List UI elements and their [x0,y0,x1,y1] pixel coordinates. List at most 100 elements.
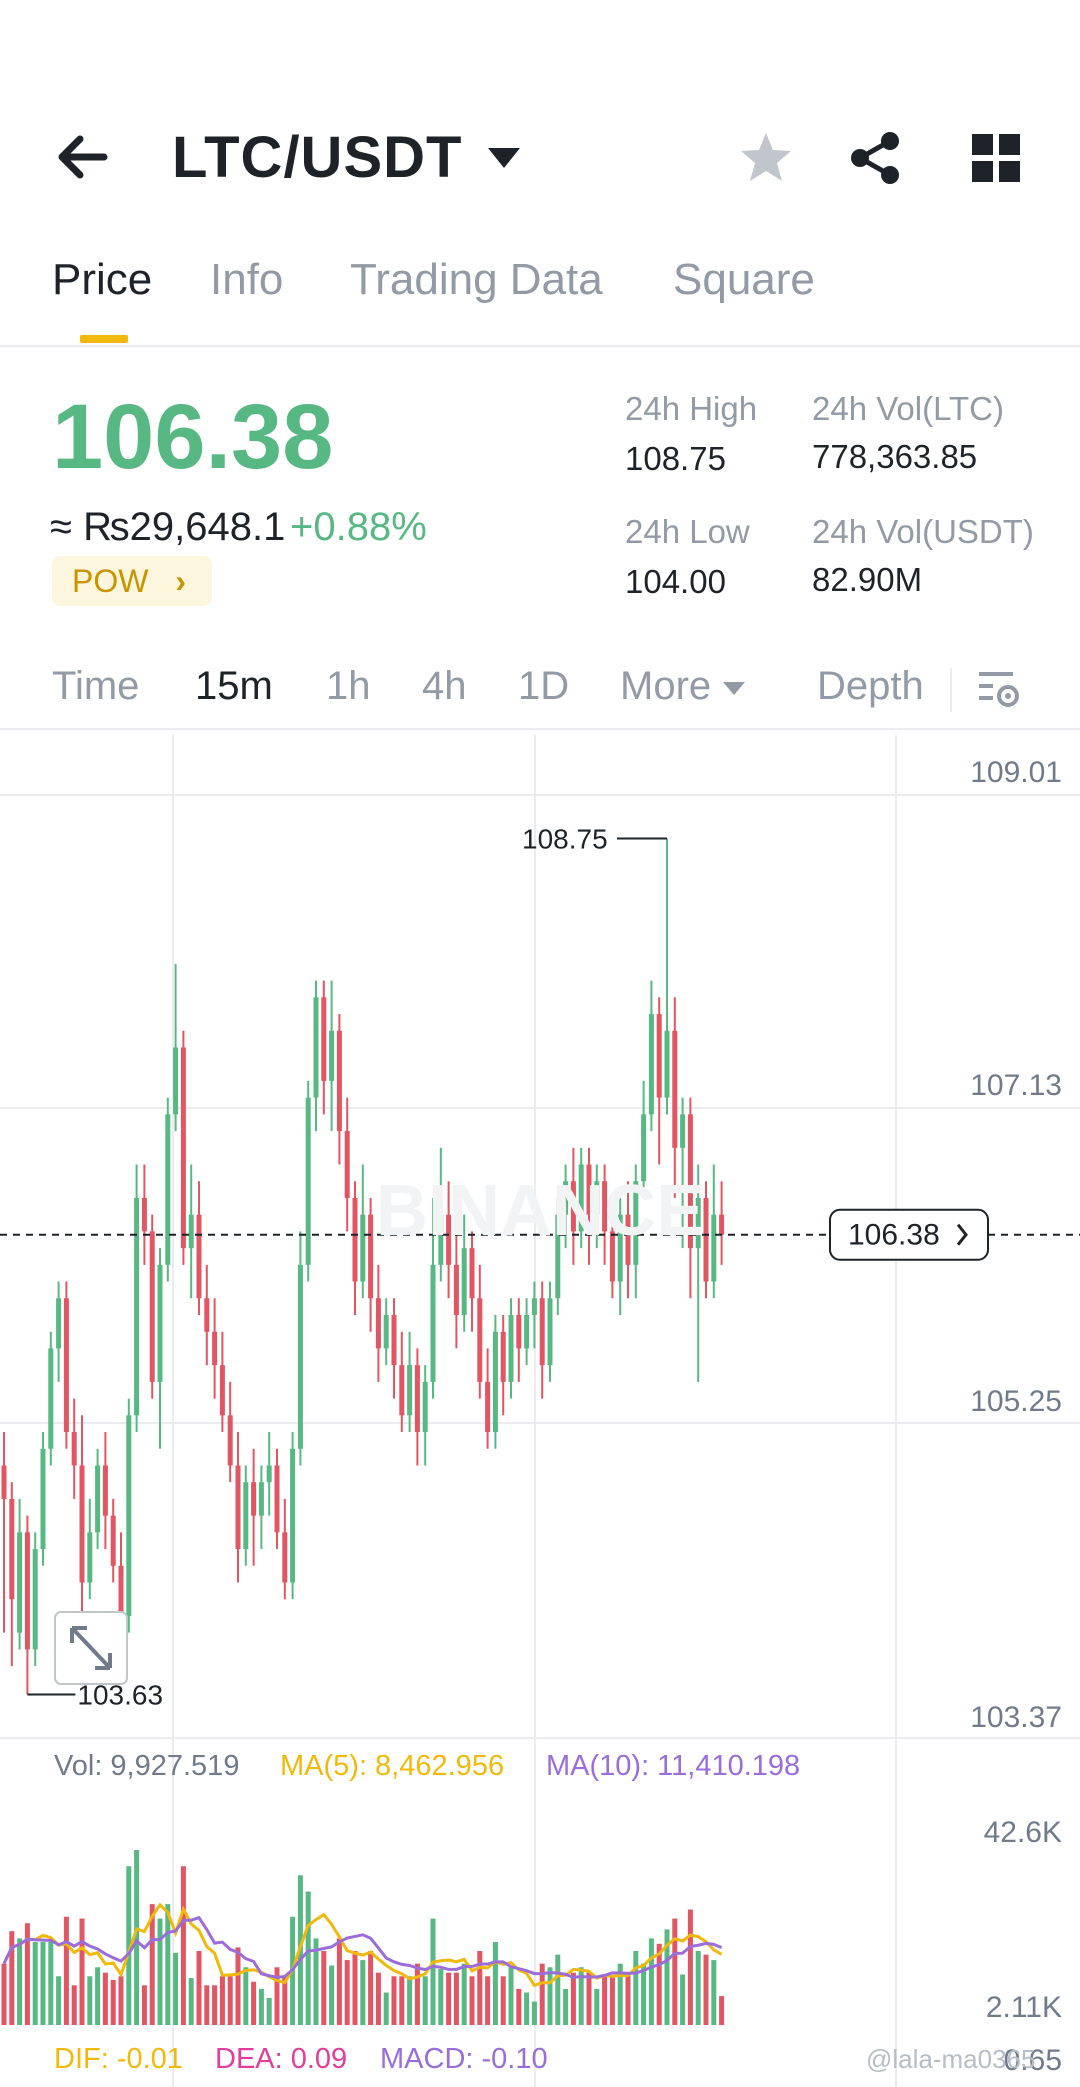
volume-bar [375,1972,381,2025]
volume-bar [24,1923,30,2025]
binance-watermark: BINANCE [376,1171,704,1251]
expand-button[interactable] [54,1611,128,1685]
volume-bar [422,1976,428,2025]
arrow-left-icon[interactable] [52,132,112,182]
fiat-price: ≈ ₨29,648.1 [50,505,286,549]
grid-icon[interactable] [966,128,1026,188]
candle [687,1114,693,1249]
volume-bar [282,1976,288,2025]
candle [149,1231,155,1382]
volume-bar [329,1965,335,2025]
tab-trading-data[interactable]: Trading Data [350,255,603,304]
pow-tag-label: POW [72,563,149,599]
volume-bar [204,1985,210,2025]
last-price: 106.38 [52,386,334,488]
volume-bar [266,1997,272,2025]
volume-bar [687,1909,693,2025]
interval-1d[interactable]: 1D [518,664,570,708]
tab-price[interactable]: Price [52,255,153,304]
volume-bar [1,1963,7,2025]
candle [586,1164,592,1215]
candle [360,1214,366,1282]
candle [243,1482,249,1550]
candle [219,1365,225,1416]
candle [594,1181,600,1215]
macd-indicator: MACD: -0.10 [380,2043,548,2075]
volume-bar [180,1866,186,2025]
volume-bar [539,1963,545,2025]
candle [477,1298,483,1382]
last-price-label[interactable]: 106.38 [829,1208,989,1261]
volume-bar [547,1967,553,2025]
pair-selector[interactable]: LTC/USDT [172,124,521,191]
vol-ltc-value: 778,363.85 [812,438,978,475]
candle [196,1214,202,1299]
candle [63,1298,69,1433]
volume-bar [188,1978,194,2025]
candle [32,1549,38,1650]
interval-time[interactable]: Time [52,664,140,708]
candle [188,1214,194,1249]
candle [383,1314,389,1349]
candle [422,1381,428,1433]
volume-bar [360,1960,366,2025]
interval-bar: Time 15m 1h 4h 1D More Depth [0,660,1080,730]
candle [352,1197,358,1282]
last-price-value: 106.38 [848,1219,940,1252]
candle [570,1181,576,1232]
vol-ltc-label: 24h Vol(LTC) [812,390,1004,427]
interval-4h[interactable]: 4h [422,664,467,708]
interval-more[interactable]: More [620,664,746,709]
volume-bar [391,1976,397,2025]
volume-bar [243,1967,249,2025]
volume-bar [56,1976,62,2025]
volume-bars [1,1850,725,2025]
candle [336,1030,342,1132]
expand-icon [70,1626,112,1670]
volume-bar [313,1938,319,2025]
candlestick-chart[interactable]: 109.01 107.13 105.25 103.37 106.38 108.7… [0,735,1080,2087]
volume-bar [118,1976,124,2025]
interval-1h[interactable]: 1h [326,664,371,708]
volume-bar [648,1938,654,2025]
ma10-line [2,1915,723,1979]
last-price-box [829,1208,989,1261]
candle [71,1432,77,1466]
volume-bar [672,1918,678,2025]
low-label: 24h Low [625,513,750,550]
dea-indicator: DEA: 0.09 [215,2043,347,2075]
candle [633,1181,639,1265]
candle [321,997,327,1081]
candle [446,1214,452,1265]
volume-bar [664,1929,670,2025]
interval-15m[interactable]: 15m [195,664,273,708]
tab-info[interactable]: Info [210,255,284,304]
pair-title: LTC/USDT [172,125,463,190]
volume-bar [695,1951,701,2025]
candle [141,1197,147,1232]
volume-bar [40,1942,46,2025]
candle [368,1214,374,1299]
candle [414,1365,420,1433]
depth-tab[interactable]: Depth [817,664,924,708]
candle [399,1365,405,1416]
candle [516,1314,522,1349]
star-icon[interactable] [736,128,796,188]
volume-bar [656,1943,662,2025]
candle [212,1331,218,1366]
pow-tag[interactable]: POW › [52,556,212,606]
volume-bar [149,1904,155,2025]
candle [602,1181,608,1232]
candle [157,1264,163,1382]
tab-square[interactable]: Square [673,255,815,304]
y-tick-label: 107.13 [970,1069,1062,1102]
volume-bar [48,1942,54,2025]
candle [165,1114,171,1265]
volume-bar [251,1981,257,2025]
candle [656,1014,662,1098]
candle [680,1114,686,1148]
share-icon[interactable] [846,128,906,188]
candle [79,1465,85,1583]
chart-settings-icon[interactable] [976,666,1022,712]
volume-bar [227,1976,233,2025]
